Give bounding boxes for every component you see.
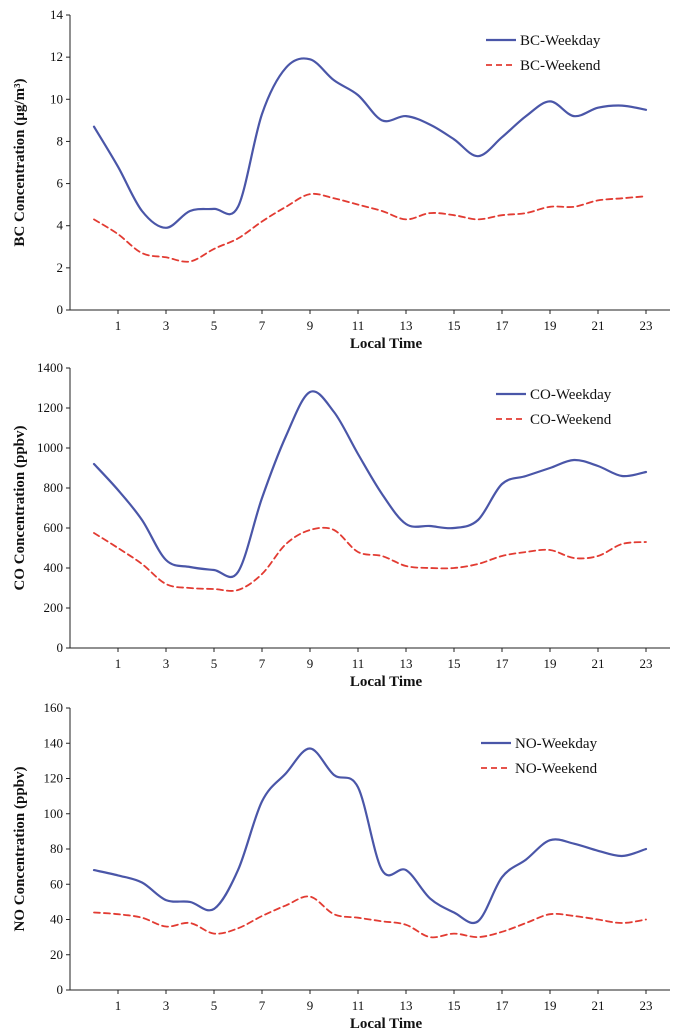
co-x-tick-label: 13 — [400, 656, 413, 671]
no-series-weekend-line — [93, 895, 647, 939]
bc-x-tick-label: 15 — [448, 318, 461, 333]
co-y-tick-label: 400 — [44, 560, 64, 575]
co-x-tick-label: 11 — [352, 656, 365, 671]
co-x-tick-label: 23 — [640, 656, 653, 671]
bc-y-tick-label: 14 — [50, 7, 64, 22]
no-y-tick-label: 80 — [50, 841, 63, 856]
co-y-tick-label: 1200 — [37, 400, 63, 415]
co-x-tick-label: 19 — [544, 656, 557, 671]
bc-y-tick-label: 12 — [50, 49, 63, 64]
bc-x-tick-label: 21 — [592, 318, 605, 333]
no-y-tick-label: 20 — [50, 947, 63, 962]
no-x-tick-label: 21 — [592, 998, 605, 1013]
no-y-tick-label: 60 — [50, 876, 63, 891]
bc-x-axis-label: Local Time — [350, 336, 423, 352]
bc-x-tick-label: 17 — [496, 318, 510, 333]
bc-y-tick-label: 0 — [57, 302, 64, 317]
bc-y-axis-label: BC Concentration (µg/m³) — [12, 78, 28, 246]
bc-x-tick-label: 19 — [544, 318, 557, 333]
co-series-weekday-line — [92, 390, 648, 578]
co-x-tick-label: 3 — [163, 656, 170, 671]
co-x-tick-label: 9 — [307, 656, 314, 671]
bc-x-tick-label: 7 — [259, 318, 266, 333]
co-y-tick-label: 0 — [57, 640, 64, 655]
no-x-tick-label: 23 — [640, 998, 653, 1013]
bc-legend: BC-Weekday BC-Weekend — [486, 33, 601, 74]
co-y-tick-label: 1400 — [37, 360, 63, 375]
co-x-tick-label: 15 — [448, 656, 461, 671]
co-y-tick-label: 200 — [44, 600, 64, 615]
co-x-tick-label: 1 — [115, 656, 122, 671]
co-x-tick-label: 5 — [211, 656, 218, 671]
no-x-tick-label: 5 — [211, 998, 218, 1013]
bc-series-weekday-line — [92, 57, 648, 229]
co-x-tick-label: 17 — [496, 656, 510, 671]
no-y-tick-label: 100 — [44, 806, 64, 821]
bc-y-tick-label: 4 — [57, 218, 64, 233]
no-y-tick-label: 140 — [44, 735, 64, 750]
no-legend-label: NO-Weekend — [515, 761, 598, 777]
bc-y-tick-label: 8 — [57, 133, 64, 148]
bc-legend-label: BC-Weekend — [520, 58, 601, 74]
bc-y-tick-label: 10 — [50, 91, 63, 106]
no-x-tick-label: 19 — [544, 998, 557, 1013]
bc-x-tick-label: 3 — [163, 318, 170, 333]
bc-y-tick-label: 6 — [57, 176, 64, 191]
no-x-tick-label: 15 — [448, 998, 461, 1013]
no-y-tick-label: 0 — [57, 982, 64, 997]
no-x-tick-label: 9 — [307, 998, 314, 1013]
no-x-tick-label: 1 — [115, 998, 122, 1013]
no-y-tick-label: 120 — [44, 771, 64, 786]
co-legend-label: CO-Weekend — [530, 412, 612, 428]
no-series-weekday-line — [92, 747, 648, 925]
bc-x-tick-label: 5 — [211, 318, 218, 333]
no-x-tick-label: 17 — [496, 998, 510, 1013]
bc-legend-label: BC-Weekday — [520, 33, 601, 49]
no-y-tick-label: 40 — [50, 912, 63, 927]
co-legend: CO-Weekday CO-Weekend — [496, 387, 612, 428]
no-y-axis-label: NO Concentration (ppbv) — [12, 766, 28, 931]
co-y-axis-label: CO Concentration (ppbv) — [12, 425, 28, 590]
bc-y-tick-label: 2 — [57, 260, 64, 275]
no-x-axis-label: Local Time — [350, 1016, 423, 1030]
bc-x-tick-label: 1 — [115, 318, 122, 333]
bc-x-tick-label: 11 — [352, 318, 365, 333]
no-y-tick-label: 160 — [44, 700, 64, 715]
co-x-tick-label: 7 — [259, 656, 266, 671]
bc-series-weekend-line — [93, 192, 647, 263]
no-legend: NO-Weekday NO-Weekend — [481, 736, 598, 777]
co-y-tick-label: 800 — [44, 480, 64, 495]
co-series-weekend-line — [93, 526, 647, 592]
co-x-tick-label: 21 — [592, 656, 605, 671]
co-y-tick-label: 600 — [44, 520, 64, 535]
bc-x-tick-label: 9 — [307, 318, 314, 333]
bc-x-tick-label: 23 — [640, 318, 653, 333]
no-x-tick-label: 7 — [259, 998, 266, 1013]
co-legend-label: CO-Weekday — [530, 387, 612, 403]
co-x-axis-label: Local Time — [350, 674, 423, 690]
bc-x-tick-label: 13 — [400, 318, 413, 333]
no-x-tick-label: 13 — [400, 998, 413, 1013]
no-legend-label: NO-Weekday — [515, 736, 598, 752]
co-y-tick-label: 1000 — [37, 440, 63, 455]
no-x-tick-label: 11 — [352, 998, 365, 1013]
no-x-tick-label: 3 — [163, 998, 170, 1013]
